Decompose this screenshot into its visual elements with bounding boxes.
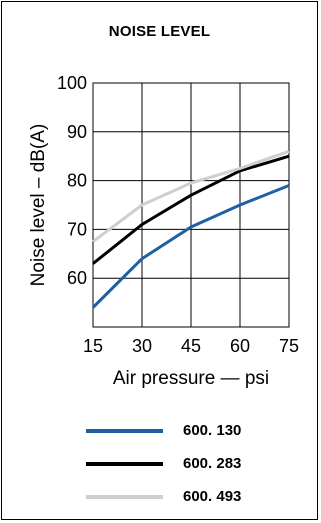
x-tick-label-2: 45: [181, 336, 201, 356]
legend-item-600-283: 600. 283: [86, 451, 306, 484]
chart-panel: NOISE LEVEL: [1, 1, 318, 520]
chart-title: NOISE LEVEL: [108, 23, 211, 40]
legend-item-600-130: 600. 130: [86, 418, 306, 451]
y-tick-label-1: 90: [67, 122, 87, 142]
legend-swatch-600-130: [86, 429, 163, 433]
y-tick-label-2: 80: [67, 171, 87, 191]
plot-frame: [92, 82, 290, 328]
x-tick-label-1: 30: [132, 336, 152, 356]
legend-label-600-283: 600. 283: [183, 455, 242, 472]
x-tick-label-3: 60: [230, 336, 250, 356]
legend-swatch-600-493: [86, 495, 163, 499]
x-tick-label-0: 15: [83, 336, 103, 356]
y-tick-label-4: 60: [67, 268, 87, 288]
legend: 600. 130 600. 283 600. 493: [86, 418, 306, 517]
legend-item-600-493: 600. 493: [86, 484, 306, 517]
series-line-2: [92, 149, 290, 243]
x-axis-label: Air pressure — psi: [113, 368, 269, 389]
legend-swatch-600-283: [86, 462, 163, 466]
x-tick-label-4: 75: [279, 336, 299, 356]
y-axis-label: Noise level – dB(A): [28, 124, 49, 287]
legend-label-600-130: 600. 130: [183, 422, 242, 439]
y-tick-label-0: 100: [57, 73, 87, 93]
series-line-0: [91, 184, 290, 309]
series-line-1: [92, 154, 290, 265]
y-tick-label-3: 70: [67, 219, 87, 239]
legend-label-600-493: 600. 493: [183, 488, 242, 505]
